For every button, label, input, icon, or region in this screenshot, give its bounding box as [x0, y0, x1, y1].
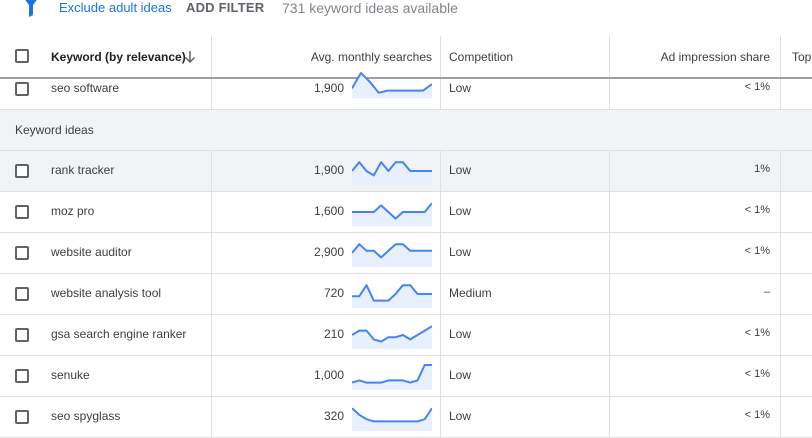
keyword-ideas-group-row: Keyword ideas: [0, 110, 812, 151]
competition-value: Low: [449, 163, 472, 177]
table-row-pinned[interactable]: seo software 1,900 Low < 1%: [0, 72, 812, 110]
competition-value: Medium: [449, 286, 492, 300]
sparkline-area: [352, 162, 432, 185]
avg-monthly-searches: 1,900: [313, 163, 344, 177]
keyword-text: website analysis tool: [51, 286, 162, 300]
row-checkbox[interactable]: [15, 164, 29, 178]
impression-share-value: < 1%: [744, 204, 770, 216]
impression-share-value: –: [763, 286, 770, 298]
table-row[interactable]: rank tracker 1,900 Low 1%: [0, 151, 812, 192]
row-checkbox[interactable]: [15, 328, 29, 342]
table-row[interactable]: gsa search engine ranker 210 Low < 1%: [0, 315, 812, 356]
row-checkbox[interactable]: [15, 287, 29, 301]
group-label: Keyword ideas: [15, 123, 94, 137]
table-row[interactable]: website analysis tool 720 Medium –: [0, 274, 812, 315]
impression-share-value: < 1%: [744, 245, 770, 257]
competition-value: Low: [449, 368, 472, 382]
avg-monthly-searches: 720: [323, 286, 344, 300]
keyword-text: senuke: [51, 368, 90, 382]
avg-monthly-searches: 1,900: [313, 81, 344, 95]
keyword-text: seo spyglass: [51, 409, 121, 423]
avg-monthly-searches: 1,600: [313, 204, 344, 218]
row-checkbox[interactable]: [15, 410, 29, 424]
impression-share-value: < 1%: [744, 409, 770, 421]
search-trend-sparkline: [352, 243, 432, 267]
impression-share-value: < 1%: [744, 368, 770, 380]
keyword-text: website auditor: [51, 245, 132, 259]
column-header-top[interactable]: Top: [792, 50, 812, 64]
search-trend-sparkline: [352, 284, 432, 308]
table-row[interactable]: senuke 1,000 Low < 1%: [0, 356, 812, 397]
keyword-ideas-count: 731 keyword ideas available: [282, 0, 458, 16]
sparkline-line: [352, 243, 432, 259]
keyword-text: gsa search engine ranker: [51, 327, 187, 341]
row-checkbox[interactable]: [15, 246, 29, 260]
competition-value: Low: [449, 245, 472, 259]
sparkline-line: [352, 161, 432, 177]
keyword-text: rank tracker: [51, 163, 115, 177]
row-checkbox[interactable]: [15, 205, 29, 219]
sparkline-line: [352, 325, 432, 343]
sort-down-arrow-icon[interactable]: [184, 50, 196, 64]
competition-value: Low: [449, 327, 472, 341]
competition-value: Low: [449, 81, 472, 95]
keyword-text: seo software: [51, 81, 120, 95]
sparkline-area: [352, 285, 432, 308]
search-trend-sparkline: [352, 202, 432, 226]
sparkline-area: [352, 73, 432, 98]
avg-monthly-searches: 2,900: [313, 245, 344, 259]
impression-share-value: 1%: [754, 163, 770, 175]
search-trend-sparkline: [352, 72, 432, 98]
avg-monthly-searches: 320: [323, 409, 344, 423]
table-row[interactable]: seo spyglass 320 Low < 1%: [0, 397, 812, 438]
search-trend-sparkline: [352, 364, 432, 390]
search-trend-sparkline: [352, 325, 432, 349]
filter-icon[interactable]: [22, 0, 40, 17]
impression-share-value: < 1%: [744, 327, 770, 339]
sparkline-line: [352, 284, 432, 302]
avg-monthly-searches: 210: [323, 327, 344, 341]
competition-value: Low: [449, 409, 472, 423]
sparkline-line: [352, 72, 432, 94]
table-row[interactable]: website auditor 2,900 Low < 1%: [0, 233, 812, 274]
table-header-row: Keyword (by relevance) Avg. monthly sear…: [0, 36, 812, 79]
sparkline-area: [352, 203, 432, 226]
sparkline-line: [352, 202, 432, 220]
sparkline-area: [352, 244, 432, 267]
row-checkbox[interactable]: [15, 82, 29, 96]
sparkline-area: [352, 365, 432, 390]
exclude-adult-ideas-link[interactable]: Exclude adult ideas: [59, 0, 172, 15]
column-header-impression-share[interactable]: Ad impression share: [660, 50, 770, 64]
competition-value: Low: [449, 204, 472, 218]
row-checkbox[interactable]: [15, 369, 29, 383]
avg-monthly-searches: 1,000: [313, 368, 344, 382]
table-row[interactable]: moz pro 1,600 Low < 1%: [0, 192, 812, 233]
column-header-keyword[interactable]: Keyword (by relevance): [51, 50, 186, 64]
keyword-text: moz pro: [51, 204, 95, 218]
search-trend-sparkline: [352, 407, 432, 431]
search-trend-sparkline: [352, 161, 432, 185]
column-header-searches[interactable]: Avg. monthly searches: [310, 50, 432, 64]
add-filter-button[interactable]: ADD FILTER: [186, 0, 265, 15]
select-all-checkbox[interactable]: [15, 49, 29, 63]
filter-bar: Exclude adult ideas ADD FILTER 731 keywo…: [0, 0, 812, 36]
column-header-competition[interactable]: Competition: [449, 50, 514, 64]
impression-share-value: < 1%: [744, 81, 770, 93]
sparkline-line: [352, 364, 432, 384]
